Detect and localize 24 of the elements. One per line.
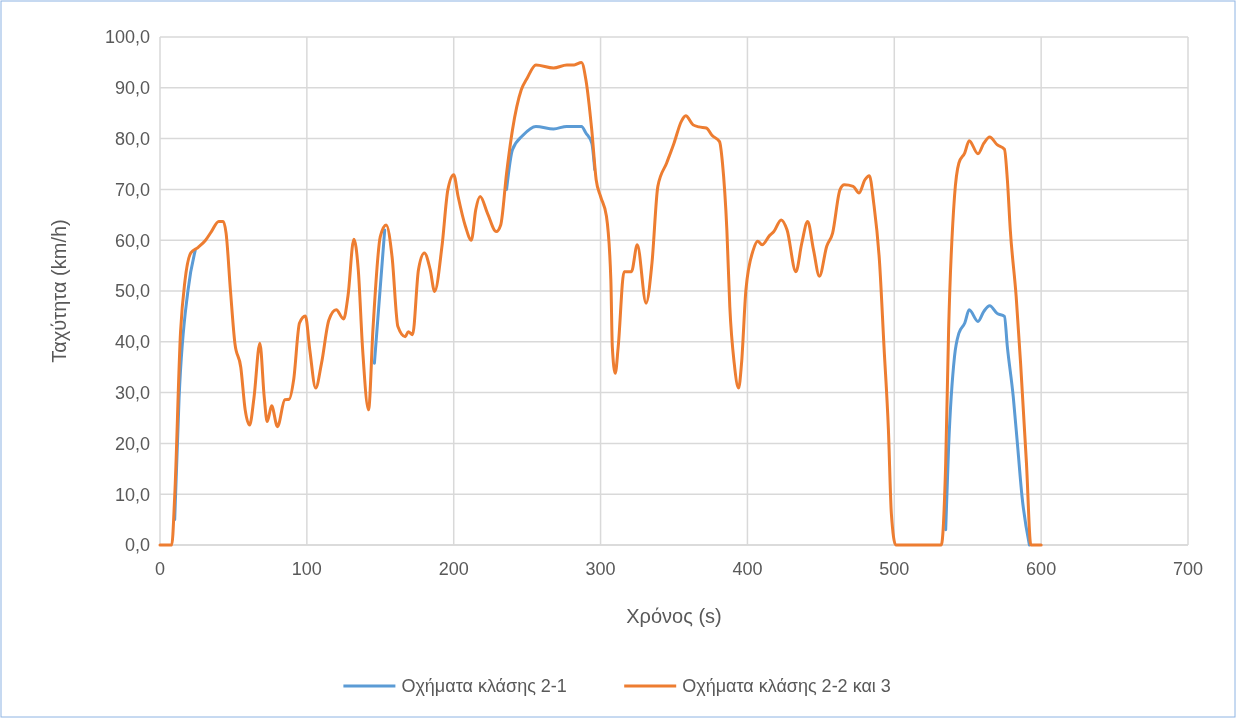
x-tick-label: 700 xyxy=(1172,559,1204,579)
y-tick-label: 40,0 xyxy=(114,332,150,353)
y-tick-label: 10,0 xyxy=(114,484,150,505)
legend-label: Οχήματα κλάσης 2-2 και 3 xyxy=(682,676,891,697)
y-tick-label: 80,0 xyxy=(114,128,150,149)
x-axis-title: Χρόνος (s) xyxy=(626,605,722,627)
x-tick-label: 400 xyxy=(732,559,763,579)
line-series xyxy=(158,60,1043,547)
y-tick-label: 0,0 xyxy=(124,535,150,556)
y-tick-label: 70,0 xyxy=(114,179,150,200)
x-tick-label: 600 xyxy=(1026,559,1057,579)
legend-label: Οχήματα κλάσης 2-1 xyxy=(401,676,567,697)
x-tick-label: 300 xyxy=(585,559,616,579)
y-tick-label: 30,0 xyxy=(114,382,150,403)
y-tick-label: 60,0 xyxy=(114,230,150,251)
x-tick-label: 500 xyxy=(879,559,910,579)
y-axis-title: Ταχύτητα (km/h) xyxy=(48,219,70,363)
x-tick-label: 200 xyxy=(438,559,469,579)
y-tick-label: 20,0 xyxy=(114,433,150,454)
y-tick-label: 100,0 xyxy=(104,27,150,48)
x-tick-label: 0 xyxy=(154,559,166,579)
x-tick-label: 100 xyxy=(291,559,322,579)
y-tick-label: 90,0 xyxy=(114,78,150,99)
y-tick-label: 50,0 xyxy=(114,281,150,302)
